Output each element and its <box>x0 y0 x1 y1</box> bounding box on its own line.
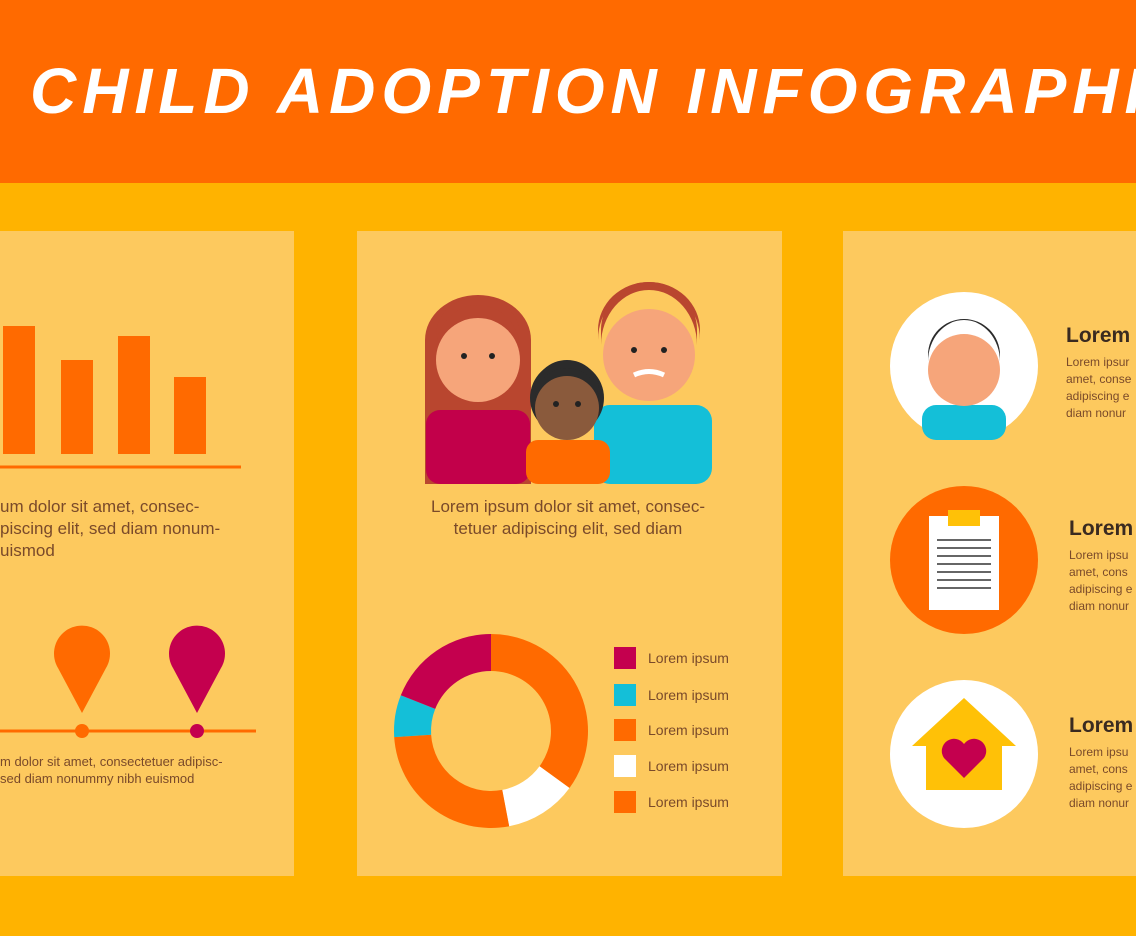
body-text: um dolor sit amet, consec- <box>0 497 199 516</box>
bar <box>3 326 35 454</box>
legend-label: Lorem ipsum <box>648 722 729 738</box>
item-text: adipiscing e <box>1069 779 1133 793</box>
pin <box>169 625 225 713</box>
legend-swatch <box>614 719 636 741</box>
legend-swatch <box>614 791 636 813</box>
legend-label: Lorem ipsum <box>648 758 729 774</box>
legend-swatch <box>614 684 636 706</box>
legend-label: Lorem ipsum <box>648 794 729 810</box>
legend-label: Lorem ipsum <box>648 650 729 666</box>
item-heading: Lorem <box>1069 714 1133 737</box>
donut-segment <box>394 695 436 738</box>
body-text: piscing elit, sed diam nonum- <box>0 519 220 538</box>
donut-segment <box>502 766 570 827</box>
item-text: adipiscing e <box>1069 582 1133 596</box>
item-text: diam nonur <box>1069 796 1129 810</box>
pin-dot <box>190 724 204 738</box>
caption: Lorem ipsum dolor sit amet, consec- <box>431 497 705 516</box>
body-text: uismod <box>0 541 55 560</box>
donut-segment <box>491 634 589 789</box>
item-text: diam nonur <box>1069 599 1129 613</box>
donut-segment <box>394 734 510 828</box>
legend-swatch <box>614 755 636 777</box>
body-text: sed diam nonummy nibh euismod <box>0 771 194 786</box>
item-text: Lorem ipsu <box>1069 745 1128 759</box>
item-text: adipiscing e <box>1066 389 1130 403</box>
item-text: diam nonur <box>1066 406 1126 420</box>
pins <box>0 625 256 738</box>
legend-label: Lorem ipsum <box>648 687 729 703</box>
family-illustration <box>425 282 712 484</box>
item-text: amet, cons <box>1069 565 1128 579</box>
body-text: m dolor sit amet, consectetuer adipisc- <box>0 754 223 769</box>
title: CHILD ADOPTION INFOGRAPHIC <box>30 55 1136 127</box>
pin <box>53 625 111 713</box>
donut-segment <box>400 634 491 709</box>
bar <box>174 377 206 454</box>
icons <box>890 292 1038 828</box>
caption: tetuer adipiscing elit, sed diam <box>454 519 683 538</box>
item-text: Lorem ipsu <box>1069 548 1128 562</box>
header-bar <box>0 0 1136 183</box>
item-text: Lorem ipsur <box>1066 355 1129 369</box>
bar <box>61 360 93 454</box>
item-heading: Lorem <box>1069 517 1133 540</box>
item-heading: Lorem <box>1066 324 1130 347</box>
pin-dot <box>75 724 89 738</box>
legend-swatch <box>614 647 636 669</box>
bar <box>118 336 150 454</box>
item-text: amet, conse <box>1066 372 1132 386</box>
item-text: amet, cons <box>1069 762 1128 776</box>
